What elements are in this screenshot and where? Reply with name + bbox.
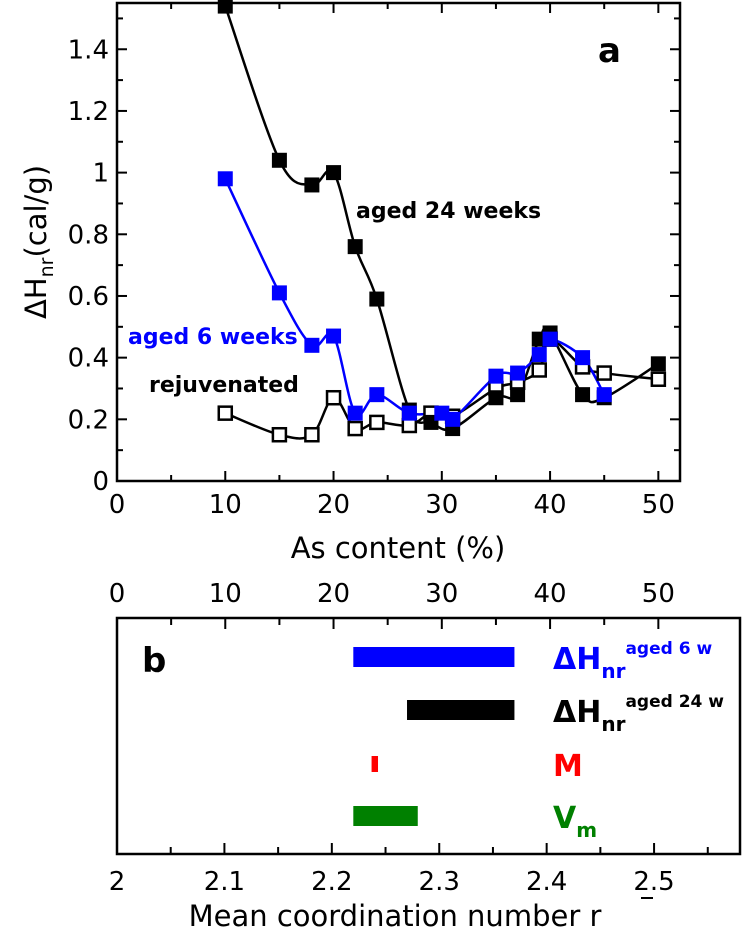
marker-aged-6-weeks-2: [304, 337, 320, 353]
marker-rejuvenated-5: [369, 414, 385, 431]
panel-b-range-labels: ΔHnraged 6 w ΔHnraged 24 w M Vm: [553, 639, 724, 842]
b-top-tick-label-2: 20: [317, 579, 350, 609]
panel-b-tick-labels: 2 2.1 2.2 2.3 2.4 2.5 0 10 20 30 40 50: [109, 579, 675, 897]
a-ytick-label-5: 1: [92, 159, 109, 189]
y-label-main: ΔH: [19, 277, 53, 319]
marker-aged-6-weeks-13: [575, 350, 591, 366]
range-bar-hnr-aged-6-w: [353, 647, 515, 667]
panel-b-letter: b: [142, 641, 166, 681]
marker-rejuvenated-1: [271, 426, 288, 443]
panel-b-ticks: [116, 618, 709, 854]
b-xtick-label-2: 2.2: [311, 867, 352, 897]
annotation-aged-24-weeks: aged 24 weeks: [356, 199, 541, 224]
marker-aged-6-weeks-11: [531, 347, 547, 363]
b-xtick-label-1: 2.1: [204, 867, 245, 897]
svg-text:ΔHnr(cal/g): ΔHnr(cal/g): [19, 165, 58, 319]
marker-aged-6-weeks-9: [488, 368, 504, 384]
marker-aged-24-weeks-0: [217, 0, 233, 14]
panel-b-range-bars: [353, 647, 515, 826]
x-axis-label-as-content: As content (%): [291, 531, 506, 565]
marker-aged-6-weeks-10: [510, 365, 526, 381]
a-xtick-label-20: 20: [317, 490, 350, 520]
marker-rejuvenated-0: [217, 405, 234, 421]
panel-b: 2 2.1 2.2 2.3 2.4 2.5 0 10 20 30 40 50 ΔHnraged 6 w…: [109, 579, 742, 933]
marker-aged-24-weeks-2: [304, 177, 320, 193]
a-ytick-label-2: 0.4: [68, 344, 109, 374]
marker-aged-24-weeks-13: [575, 387, 591, 403]
y-axis-label: ΔHnr(cal/g): [19, 165, 58, 319]
marker-aged-24-weeks-9: [488, 390, 504, 406]
marker-aged-24-weeks-15: [650, 356, 666, 372]
marker-aged-24-weeks-4: [347, 239, 363, 255]
panel-a-tick-labels: 0 10 20 30 40 50 0 0.2 0.4 0.6 0.8 1 1.2 1.4: [68, 35, 675, 520]
panel-a-markers: [217, 0, 667, 443]
a-xtick-label-10: 10: [209, 490, 242, 520]
b-top-tick-label-3: 30: [425, 579, 458, 609]
x-axis-label-coordination: Mean coordination number r: [189, 899, 602, 933]
marker-aged-24-weeks-10: [510, 387, 526, 403]
y-label-sub: nr: [36, 257, 58, 277]
range-bar-hnr-aged-24-w: [407, 700, 515, 720]
range-label-hnr-aged-24-w: ΔHnraged 24 w: [553, 692, 724, 736]
marker-aged-6-weeks-14: [596, 387, 612, 403]
marker-rejuvenated-14: [596, 365, 612, 381]
marker-rejuvenated-2: [304, 426, 320, 443]
marker-aged-6-weeks-0: [217, 171, 233, 187]
a-ytick-label-3: 0.6: [68, 282, 109, 312]
b-top-tick-label-5: 50: [642, 579, 675, 609]
marker-aged-24-weeks-5: [369, 291, 385, 307]
b-top-tick-label-4: 40: [534, 579, 567, 609]
b-xtick-label-5: 2.5: [633, 867, 674, 897]
a-ytick-label-7: 1.4: [68, 35, 109, 65]
marker-rejuvenated-6: [401, 417, 418, 434]
range-bar-vm: [353, 806, 418, 826]
a-ytick-label-1: 0.2: [68, 405, 109, 435]
range-bar-m: [371, 756, 379, 772]
marker-aged-6-weeks-3: [326, 328, 342, 344]
b-xtick-label-4: 2.4: [526, 867, 567, 897]
marker-aged-24-weeks-1: [271, 152, 287, 168]
panel-a-ticks: [116, 3, 680, 482]
range-label-hnr-aged-6-w: ΔHnraged 6 w: [553, 639, 712, 683]
marker-aged-6-weeks-6: [401, 405, 417, 421]
marker-rejuvenated-4: [347, 420, 363, 437]
b-xtick-label-0: 2: [109, 867, 126, 897]
a-xtick-label-30: 30: [425, 490, 458, 520]
a-xtick-label-50: 50: [642, 490, 675, 520]
a-ytick-label-4: 0.8: [68, 220, 109, 250]
marker-aged-6-weeks-5: [369, 387, 385, 403]
range-label-vm: Vm: [553, 801, 597, 842]
marker-aged-24-weeks-3: [326, 165, 342, 181]
marker-aged-6-weeks-12: [542, 331, 558, 347]
marker-aged-6-weeks-8: [445, 411, 461, 427]
range-label-m: M: [553, 749, 583, 784]
a-ytick-label-0: 0: [92, 467, 109, 497]
annotation-aged-6-weeks: aged 6 weeks: [128, 325, 298, 350]
a-xtick-label-40: 40: [534, 490, 567, 520]
annotation-rejuvenated: rejuvenated: [149, 373, 299, 398]
panel-b-frame: [115, 616, 742, 856]
a-ytick-label-6: 1.2: [68, 97, 109, 127]
marker-rejuvenated-11: [531, 362, 547, 378]
marker-rejuvenated-15: [650, 371, 667, 387]
panel-a: 0 10 20 30 40 50 0 0.2 0.4 0.6 0.8 1 1.2 1.4 a aged 2…: [19, 0, 682, 565]
b-top-tick-label-1: 10: [209, 579, 242, 609]
y-label-unit: (cal/g): [19, 165, 53, 258]
panel-a-letter: a: [598, 31, 621, 71]
marker-aged-6-weeks-1: [271, 285, 287, 301]
panel-a-frame: [115, 1, 682, 483]
b-top-tick-label-0: 0: [109, 579, 126, 609]
marker-rejuvenated-3: [325, 389, 342, 406]
b-xtick-label-3: 2.3: [419, 867, 460, 897]
marker-aged-6-weeks-4: [347, 405, 363, 421]
a-xtick-label-0: 0: [109, 490, 126, 520]
